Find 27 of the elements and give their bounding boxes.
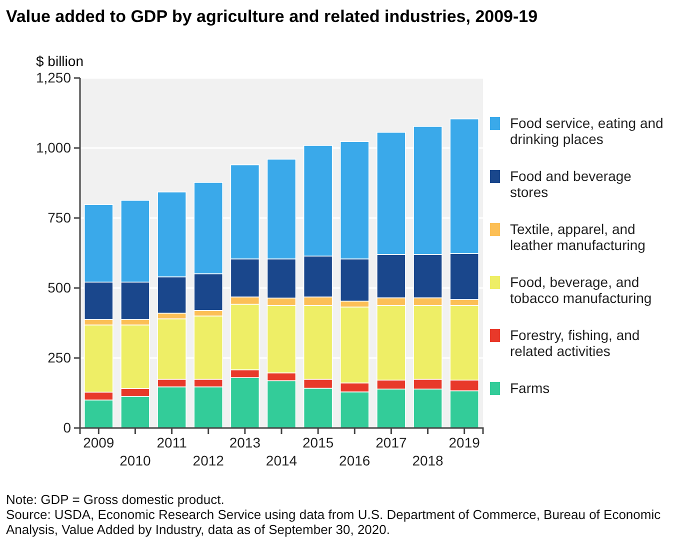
x-tick-label: 2018 <box>412 452 444 469</box>
x-tick-label: 2015 <box>302 434 334 450</box>
y-tick-label: 0 <box>63 419 72 436</box>
text: Note: GDP = Gross domestic product. <box>6 492 224 507</box>
chart-title: Value added to GDP by agriculture and related industries, 2009-19 <box>6 7 538 26</box>
legend-label: Food, beverage, and tobacco manufacturing <box>510 274 652 306</box>
x-tick-label: 2012 <box>192 452 224 469</box>
legend-label: Farms <box>510 380 550 396</box>
x-tick-label: 2017 <box>376 434 407 450</box>
legend-label: Food service, eating and drinking places <box>510 115 664 148</box>
x-tick-label: 2019 <box>448 434 480 450</box>
x-tick-label: 2013 <box>229 434 261 450</box>
y-tick-label: 500 <box>48 279 72 296</box>
legend-label: Forestry, fishing, and related activities <box>510 327 640 360</box>
y-tick-label: 750 <box>48 209 72 226</box>
legend-label: Food and beverage stores <box>510 168 632 200</box>
x-tick-label: 2016 <box>339 452 370 469</box>
y-tick-label: 250 <box>48 349 72 366</box>
x-tick-label: 2014 <box>266 452 298 469</box>
x-tick-label: 2011 <box>156 434 188 450</box>
source-note: Source: USDA, Economic Research Service using data from U.S. Department of Commerce, Bureau of Economic Analysis, Value Added by Industry, data as of September 30, 2020. <box>6 507 662 537</box>
y-axis-title: $ billion <box>36 53 84 69</box>
x-tick-label: 2010 <box>120 452 151 469</box>
y-tick-label: 1,250 <box>36 69 72 86</box>
legend-label: Textile, apparel, and leather manufacturing <box>510 221 646 254</box>
x-tick-label: 2009 <box>83 434 114 450</box>
y-tick-label: 1,000 <box>36 139 72 156</box>
